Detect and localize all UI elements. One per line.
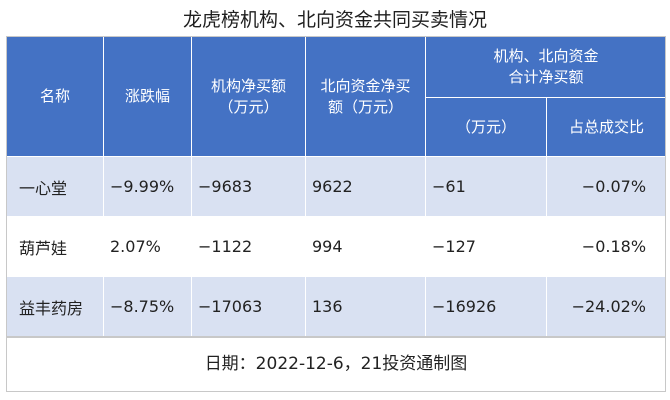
cell-inst: −17063 bbox=[191, 276, 306, 337]
cell-total: −61 bbox=[425, 156, 547, 217]
data-table: 名称 涨跌幅 机构净买额 （万元） 北向资金净买 额（万元） 机构、北向资金 合… bbox=[6, 36, 668, 337]
cell-name: 益丰药房 bbox=[6, 276, 104, 337]
cell-name: 葫芦娃 bbox=[6, 216, 104, 277]
header-north-net-buy: 北向资金净买 额（万元） bbox=[305, 36, 426, 157]
cell-inst: −9683 bbox=[191, 156, 306, 217]
table-row: 葫芦娃 2.07% −1122 994 −127 −0.18% bbox=[6, 216, 668, 277]
table-row: 益丰药房 −8.75% −17063 136 −16926 −24.02% bbox=[6, 276, 668, 337]
header-combined-amount: （万元） bbox=[425, 97, 547, 157]
cell-total: −127 bbox=[425, 216, 547, 277]
header-combined-ratio: 占总成交比 bbox=[545, 97, 668, 157]
cell-ratio: −0.18% bbox=[545, 216, 668, 277]
header-inst-line2: （万元） bbox=[218, 97, 279, 116]
cell-change: 2.07% bbox=[103, 216, 192, 277]
table-row: 一心堂 −9.99% −9683 9622 −61 −0.07% bbox=[6, 156, 668, 217]
cell-ratio: −0.07% bbox=[545, 156, 668, 217]
cell-change: −9.99% bbox=[103, 156, 192, 217]
cell-north: 9622 bbox=[305, 156, 426, 217]
page-title: 龙虎榜机构、北向资金共同买卖情况 bbox=[182, 9, 487, 31]
header-change: 涨跌幅 bbox=[103, 36, 192, 157]
header-inst-line1: 机构净买额 bbox=[210, 76, 286, 95]
header-combined: 机构、北向资金 合计净买额 bbox=[424, 36, 668, 98]
header-north-line1: 北向资金净买 bbox=[320, 76, 411, 95]
footer-caption: 日期：2022-12-6，21投资通制图 bbox=[6, 337, 666, 392]
cell-total: −16926 bbox=[425, 276, 547, 337]
header-combined-line1: 机构、北向资金 bbox=[493, 47, 599, 65]
header-inst-net-buy: 机构净买额 （万元） bbox=[191, 36, 306, 157]
cell-north: 994 bbox=[305, 216, 426, 277]
cell-name: 一心堂 bbox=[6, 156, 104, 217]
cell-ratio: −24.02% bbox=[545, 276, 668, 337]
cell-change: −8.75% bbox=[103, 276, 192, 337]
header-north-line2: 额（万元） bbox=[327, 97, 403, 116]
header-name: 名称 bbox=[6, 36, 104, 157]
cell-north: 136 bbox=[305, 276, 426, 337]
cell-inst: −1122 bbox=[191, 216, 306, 277]
header-combined-line2: 合计净买额 bbox=[508, 68, 584, 86]
